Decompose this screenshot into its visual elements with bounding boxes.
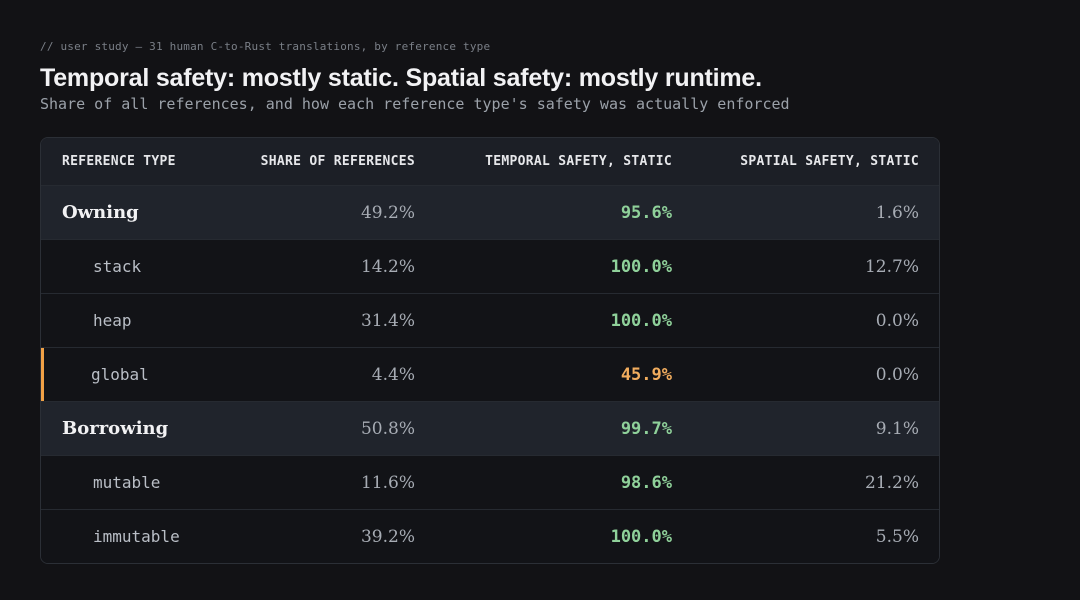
share-cell: 4.4% bbox=[371, 364, 415, 385]
column-header-spatial[interactable]: SPATIAL SAFETY, STATIC bbox=[740, 154, 919, 169]
column-header-share[interactable]: SHARE OF REFERENCES bbox=[260, 154, 415, 169]
spatial-cell: 0.0% bbox=[875, 310, 919, 331]
row-label: stack bbox=[93, 256, 142, 276]
table-row-mutable: mutable 11.6% 98.6% 21.2% bbox=[41, 455, 939, 509]
table-row-heap: heap 31.4% 100.0% 0.0% bbox=[41, 293, 939, 347]
column-header-reference-type[interactable]: REFERENCE TYPE bbox=[62, 154, 176, 169]
page: // user study — 31 human C-to-Rust trans… bbox=[40, 40, 940, 564]
temporal-cell: 100.0% bbox=[610, 526, 672, 547]
row-label: Owning bbox=[62, 202, 139, 223]
temporal-cell: 95.6% bbox=[620, 202, 672, 223]
row-label: mutable bbox=[93, 472, 161, 492]
table-row-immutable: immutable 39.2% 100.0% 5.5% bbox=[41, 509, 939, 563]
temporal-cell: 100.0% bbox=[610, 256, 672, 277]
spatial-cell: 5.5% bbox=[875, 526, 919, 547]
spatial-cell: 1.6% bbox=[875, 202, 919, 223]
column-header-temporal[interactable]: TEMPORAL SAFETY, STATIC bbox=[485, 154, 672, 169]
row-label: immutable bbox=[93, 526, 180, 546]
spatial-cell: 0.0% bbox=[875, 364, 919, 385]
row-label: global bbox=[91, 364, 149, 384]
spatial-cell: 9.1% bbox=[875, 418, 919, 439]
temporal-cell: 100.0% bbox=[610, 310, 672, 331]
share-cell: 31.4% bbox=[360, 310, 415, 331]
kicker-caption: // user study — 31 human C-to-Rust trans… bbox=[40, 40, 491, 53]
temporal-cell-warning: 45.9% bbox=[620, 364, 672, 385]
table-row-owning: Owning 49.2% 95.6% 1.6% bbox=[41, 185, 939, 239]
table-row-stack: stack 14.2% 100.0% 12.7% bbox=[41, 239, 939, 293]
share-cell: 39.2% bbox=[360, 526, 415, 547]
spatial-cell: 21.2% bbox=[864, 472, 919, 493]
share-cell: 50.8% bbox=[360, 418, 415, 439]
reference-safety-table: REFERENCE TYPE SHARE OF REFERENCES TEMPO… bbox=[40, 137, 940, 564]
share-cell: 14.2% bbox=[360, 256, 415, 277]
page-title: Temporal safety: mostly static. Spatial … bbox=[40, 64, 762, 92]
row-label: heap bbox=[93, 310, 132, 330]
share-cell: 11.6% bbox=[360, 472, 415, 493]
share-cell: 49.2% bbox=[360, 202, 415, 223]
spatial-cell: 12.7% bbox=[864, 256, 919, 277]
temporal-cell: 98.6% bbox=[620, 472, 672, 493]
table-row-global: global 4.4% 45.9% 0.0% bbox=[41, 347, 939, 401]
table-row-borrowing: Borrowing 50.8% 99.7% 9.1% bbox=[41, 401, 939, 455]
page-subtitle: Share of all references, and how each re… bbox=[40, 95, 790, 113]
row-label: Borrowing bbox=[62, 418, 169, 439]
table-header-row: REFERENCE TYPE SHARE OF REFERENCES TEMPO… bbox=[41, 138, 939, 185]
temporal-cell: 99.7% bbox=[620, 418, 672, 439]
